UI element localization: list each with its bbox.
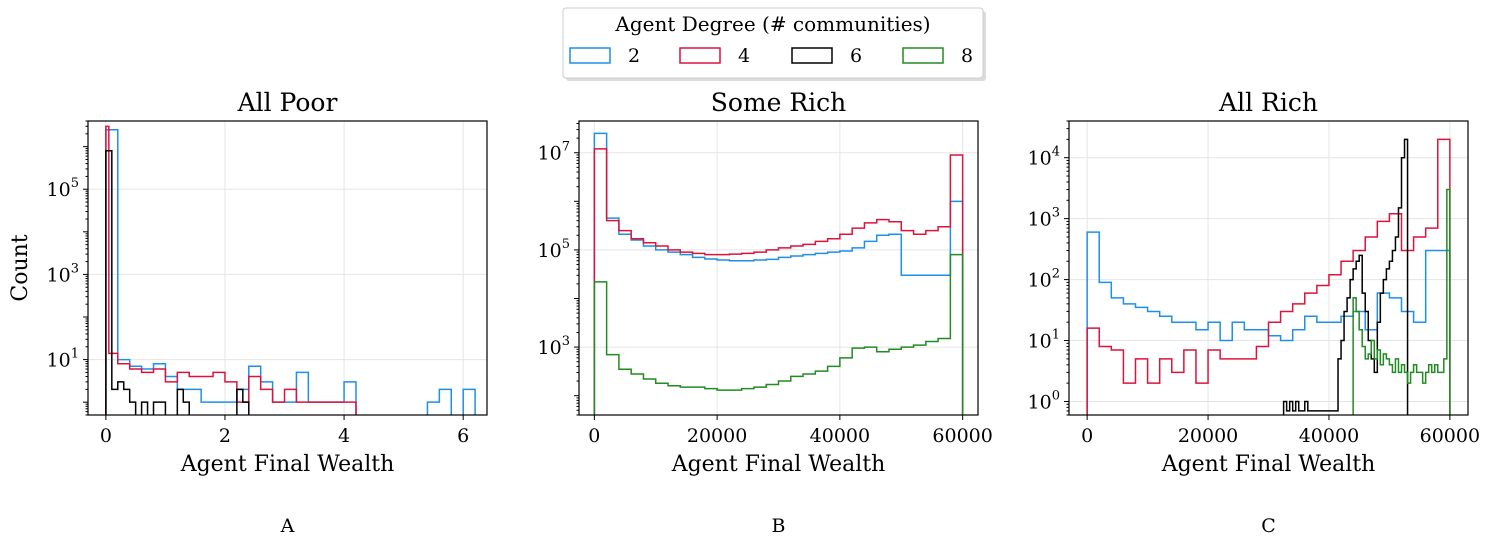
y-tick-label-10-3: 103 [1028, 206, 1060, 231]
legend: Agent Degree (# communities) 2 4 6 8 [562, 7, 986, 81]
series-group [1086, 138, 1451, 415]
legend-swatch-6 [791, 47, 833, 64]
gridlines [579, 121, 978, 415]
panel-title: All Poor [237, 88, 338, 117]
plot-frame [87, 120, 488, 416]
x-tick-label-0: 0 [100, 425, 112, 447]
panel-title: All Rich [1218, 88, 1318, 117]
legend-swatch-2 [569, 47, 611, 64]
legend-entry-8: 8 [902, 45, 973, 67]
y-tick-label-10-3: 103 [538, 334, 570, 359]
series-4-step [593, 148, 964, 415]
legend-swatch-8 [902, 47, 944, 64]
panel-label: B [772, 515, 786, 537]
x-tick-label-4: 4 [338, 425, 350, 447]
panel-all-rich: 0 20000 40000 60000 100 101 102 103 104 All Rich A… [1028, 88, 1481, 537]
legend-label-2: 2 [628, 45, 640, 67]
gridlines [88, 121, 487, 415]
x-tick-label-0: 0 [1081, 425, 1093, 447]
y-tick-label-10-5: 105 [538, 237, 570, 262]
series-8-step [593, 253, 964, 415]
x-tick-label-40000: 40000 [1299, 425, 1359, 447]
y-axis-label: Count [8, 234, 33, 301]
series-group [105, 125, 476, 415]
y-tick-label-10-5: 105 [47, 176, 79, 201]
panel-label: A [280, 515, 295, 537]
x-tick-label-20000: 20000 [1178, 425, 1238, 447]
y-tick-label-10-7: 107 [538, 140, 570, 165]
x-tick-label-40000: 40000 [810, 425, 870, 447]
x-axis-label: Agent Final Wealth [180, 452, 395, 477]
panel-title: Some Rich [711, 88, 847, 117]
legend-entry-4: 4 [679, 45, 750, 67]
legend-box [562, 7, 984, 79]
legend-label-6: 6 [850, 45, 862, 67]
series-4-step [1086, 138, 1451, 415]
plot-frame [578, 120, 979, 416]
x-tick-label-20000: 20000 [687, 425, 747, 447]
legend-title: Agent Degree (# communities) [614, 12, 930, 36]
x-tick-label-6: 6 [457, 425, 469, 447]
series-6-step [105, 150, 250, 415]
y-tick-label-10-4: 104 [1028, 145, 1060, 170]
x-tick-label-0: 0 [588, 425, 600, 447]
legend-label-4: 4 [738, 45, 750, 67]
panel-all-poor: 0 2 4 6 101 103 105 All Poor Agent Final Wealth C… [8, 88, 488, 537]
y-tick-label-10-0: 100 [1028, 388, 1060, 413]
series-group [593, 132, 964, 415]
series-6-step [1282, 138, 1409, 415]
series-2-step [593, 132, 964, 415]
panel-some-rich: 0 20000 40000 60000 103 105 107 Some Rich Agent … [538, 88, 993, 537]
legend-entry-6: 6 [791, 45, 862, 67]
y-tick-label-10-2: 102 [1028, 267, 1060, 292]
series-4-step [105, 125, 357, 415]
panel-label: C [1261, 515, 1276, 537]
legend-swatch-4 [679, 47, 721, 64]
legend-entry-2: 2 [569, 45, 640, 67]
x-tick-label-60000: 60000 [1420, 425, 1480, 447]
x-axis-label: Agent Final Wealth [671, 452, 886, 477]
plot-frame [1068, 120, 1469, 416]
x-tick-label-2: 2 [219, 425, 231, 447]
x-tick-label-60000: 60000 [932, 425, 992, 447]
series-8-step [1352, 188, 1451, 415]
y-tick-label-10-1: 101 [1028, 328, 1060, 353]
legend-label-8: 8 [961, 45, 973, 67]
x-axis-label: Agent Final Wealth [1161, 452, 1376, 477]
y-tick-label-10-1: 101 [47, 347, 79, 372]
y-tick-label-10-3: 103 [47, 261, 79, 286]
